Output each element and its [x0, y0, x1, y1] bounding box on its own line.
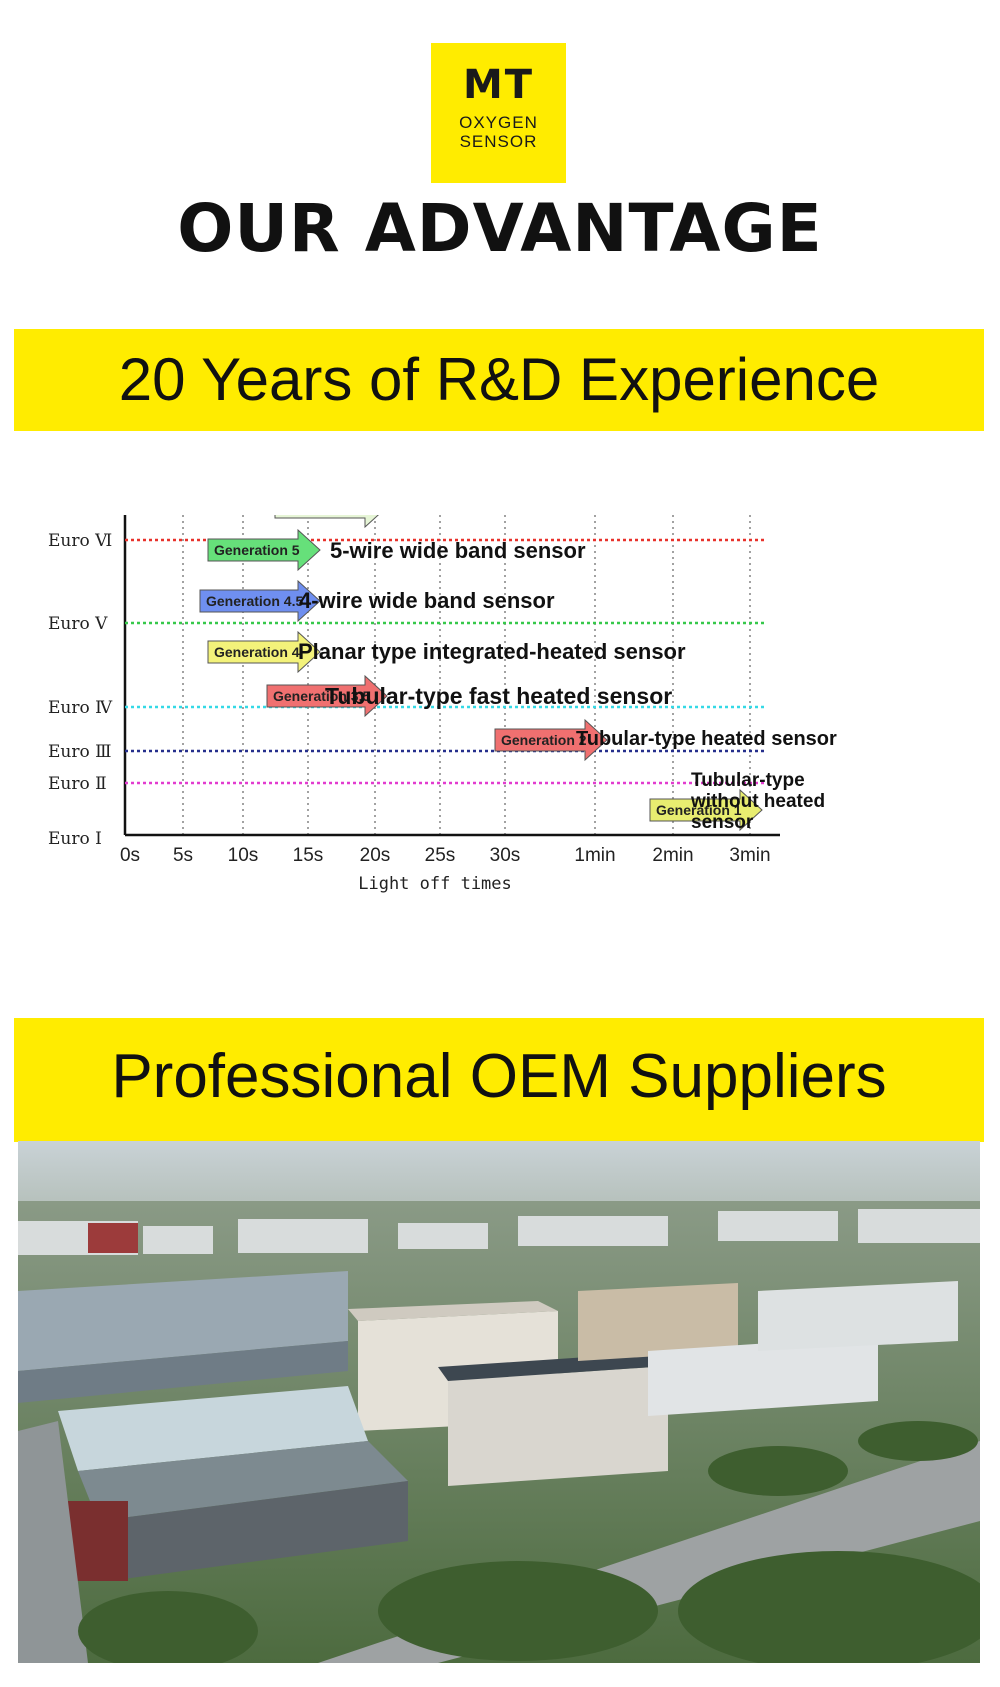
x-tick-label: 3min — [729, 845, 770, 866]
generation-label: Generation 5 — [214, 542, 300, 558]
logo-mark: MT — [462, 62, 535, 108]
generation-arrow — [199, 579, 321, 623]
generation-label: Generation 2 — [501, 732, 587, 748]
section-banner-oem: Professional OEM Suppliers — [14, 1018, 984, 1142]
sensor-description-line: without heated — [690, 791, 825, 812]
page-headline: OUR ADVANTAGE — [177, 190, 823, 267]
section-banner-rd: 20 Years of R&D Experience — [14, 329, 984, 431]
logo-line-2: SENSOR — [459, 132, 538, 151]
x-tick-label: 10s — [228, 845, 259, 866]
chart-svg: Euro Ⅰ Euro Ⅱ Euro Ⅲ Euro Ⅳ Euro Ⅴ Euro Ⅵ 0s 5s… — [48, 515, 837, 894]
generation-label: Generation 3.5 — [273, 688, 370, 704]
y-tick-label: Euro Ⅳ — [48, 698, 113, 718]
y-tick-label: Euro Ⅵ — [48, 531, 112, 551]
generation-label: Generation 4 — [214, 644, 300, 660]
logo-line-1: OXYGEN — [459, 113, 538, 132]
sensor-description: Tubular-type fast heated sensor — [325, 683, 672, 709]
y-tick-label: Euro Ⅲ — [48, 742, 112, 762]
brand-logo: MT OXYGEN SENSOR — [431, 43, 566, 183]
x-axis-label: Light off times — [358, 874, 512, 894]
generation-arrow — [274, 515, 379, 529]
generation-label: Generation 1 — [656, 802, 742, 818]
generation-label: Generation 4.5 — [206, 593, 303, 609]
sensor-description: 5-wire wide band sensor — [330, 538, 586, 563]
factory-aerial-photo — [18, 1141, 980, 1663]
generation-arrow — [266, 674, 388, 718]
generation-arrow — [207, 630, 321, 674]
generation-arrow — [649, 788, 763, 832]
sensor-description-line: sensor — [691, 812, 754, 833]
generation-arrow — [207, 528, 321, 572]
sensor-description-line: Tubular-type — [691, 770, 805, 791]
x-tick-label: 20s — [360, 845, 391, 866]
x-tick-label: 15s — [293, 845, 324, 866]
x-tick-label: 1min — [574, 845, 615, 866]
x-tick-label: 25s — [425, 845, 456, 866]
sensor-description: NOx Sensor — [377, 515, 503, 519]
sensor-description: Planar type integrated-heated sensor — [298, 639, 686, 664]
sensor-description: Tubular-type heated sensor — [576, 728, 837, 750]
x-tick-label: 2min — [652, 845, 693, 866]
y-tick-label: Euro Ⅴ — [48, 614, 108, 634]
light-off-timeline-chart: Euro Ⅰ Euro Ⅱ Euro Ⅲ Euro Ⅳ Euro Ⅴ Euro Ⅵ 0s 5s… — [40, 515, 970, 965]
x-tick-label: 5s — [173, 845, 193, 866]
x-tick-label: 0s — [120, 845, 140, 866]
y-tick-label: Euro Ⅰ — [48, 829, 102, 849]
generation-arrow — [494, 718, 608, 762]
x-tick-label: 30s — [490, 845, 521, 866]
sensor-description: 4-wire wide band sensor — [299, 588, 555, 613]
y-tick-label: Euro Ⅱ — [48, 774, 107, 794]
